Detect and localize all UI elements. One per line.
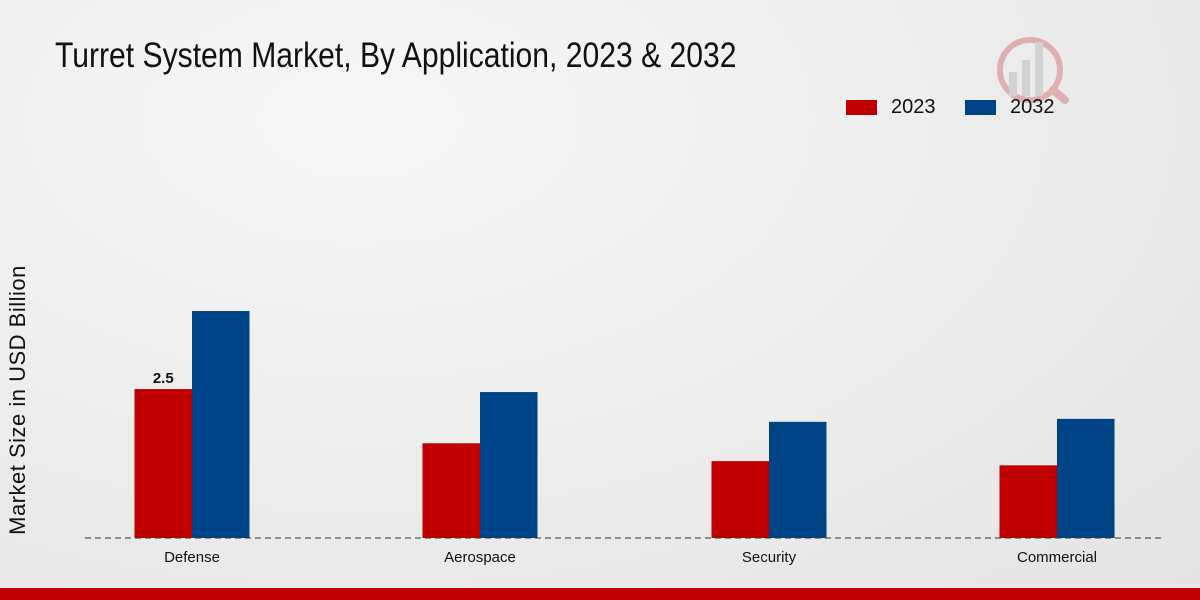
x-tick-label: Commercial [1017,549,1097,566]
bar-aerospace-2032 [480,392,538,538]
bar-commercial-2032 [1057,418,1115,538]
x-tick-label: Defense [164,549,220,566]
bar-defense-2032 [192,311,250,538]
legend-swatch-2023 [846,100,877,115]
x-tick-label: Security [742,549,797,566]
footer-bar [0,588,1200,600]
legend-label-2032: 2032 [1010,96,1055,118]
data-label: 2.5 [153,370,174,387]
legend-label-2023: 2023 [891,96,936,118]
x-tick-label: Aerospace [444,549,516,566]
chart-title: Turret System Market, By Application, 20… [55,36,737,75]
legend-swatch-2032 [965,100,996,115]
legend-item-2032: 2032 [965,96,1055,119]
brand-logo-icon [995,32,1075,117]
legend-item-2023: 2023 [846,96,936,119]
bar-security-2032 [769,421,827,538]
bar-aerospace-2023 [422,443,480,538]
bar-security-2023 [711,461,769,538]
bar-defense-2023 [134,389,192,538]
bar-commercial-2023 [999,465,1057,538]
